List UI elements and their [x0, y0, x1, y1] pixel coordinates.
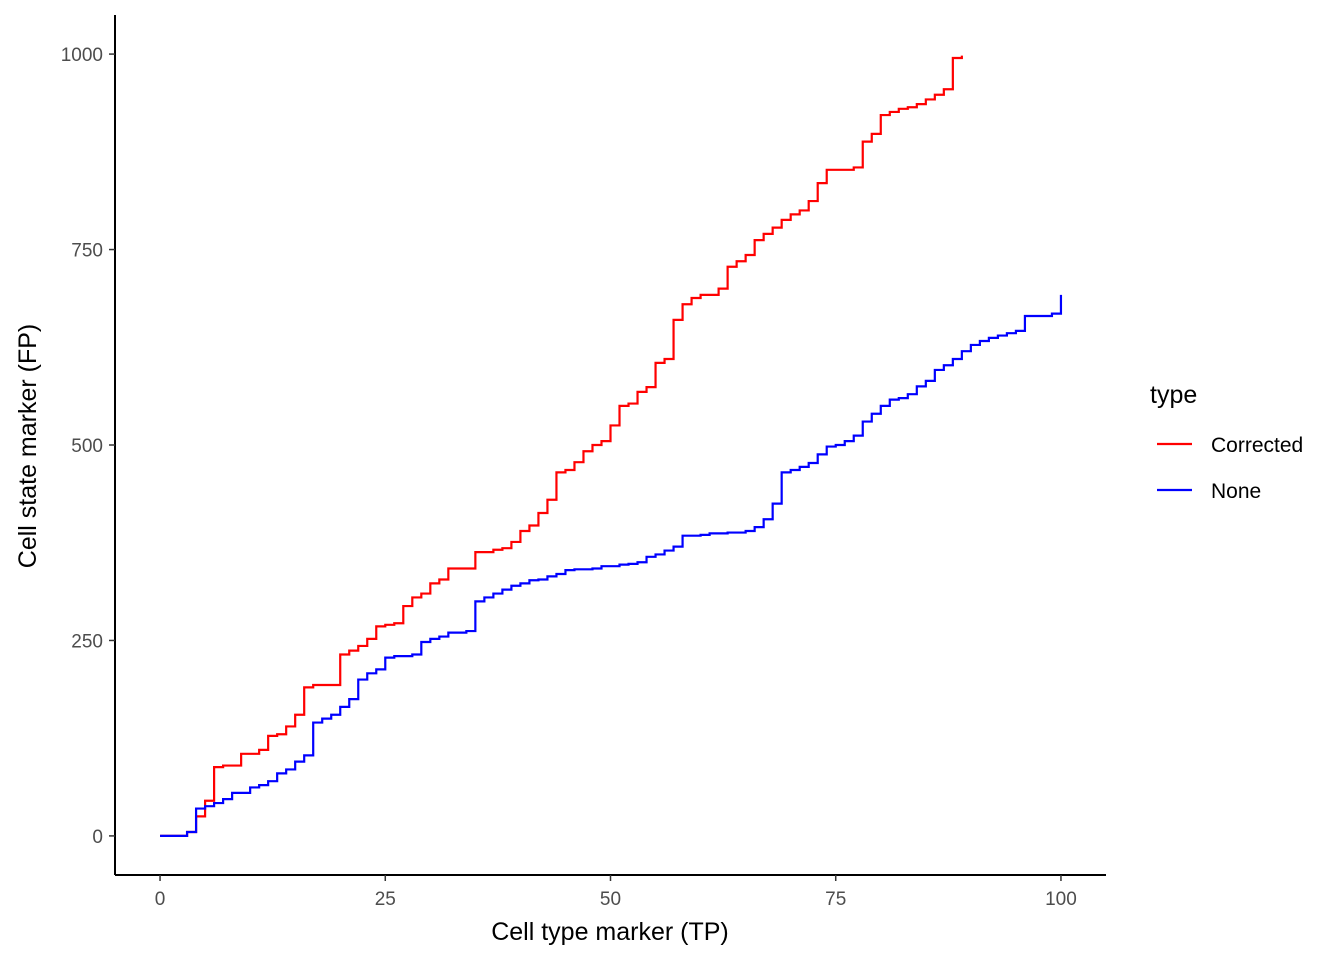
y-axis-ticks: 0 250 500 750 1000: [61, 45, 115, 848]
y-axis-title: Cell state marker (FP): [14, 324, 42, 568]
y-tick-label: 250: [71, 631, 103, 652]
x-axis-ticks: 0 25 50 75 100: [155, 875, 1077, 910]
y-tick-label: 0: [92, 827, 103, 848]
x-tick-label: 0: [155, 889, 166, 910]
x-tick-label: 75: [825, 889, 846, 910]
y-tick-label: 750: [71, 241, 103, 262]
legend-title: type: [1150, 381, 1197, 409]
y-tick-label: 500: [71, 436, 103, 457]
legend-items: Corrected None: [1157, 434, 1303, 503]
series-line-none: [160, 294, 1063, 838]
x-tick-label: 25: [375, 889, 396, 910]
x-tick-label: 50: [600, 889, 621, 910]
x-tick-label: 100: [1045, 889, 1077, 910]
series-line-corrected: [160, 55, 963, 838]
x-axis-title: Cell type marker (TP): [491, 918, 729, 946]
legend: type Corrected None: [1150, 381, 1303, 503]
plot-lines: [160, 55, 1063, 838]
legend-label-corrected: Corrected: [1211, 434, 1303, 457]
legend-label-none: None: [1211, 480, 1261, 503]
y-tick-label: 1000: [61, 45, 103, 66]
